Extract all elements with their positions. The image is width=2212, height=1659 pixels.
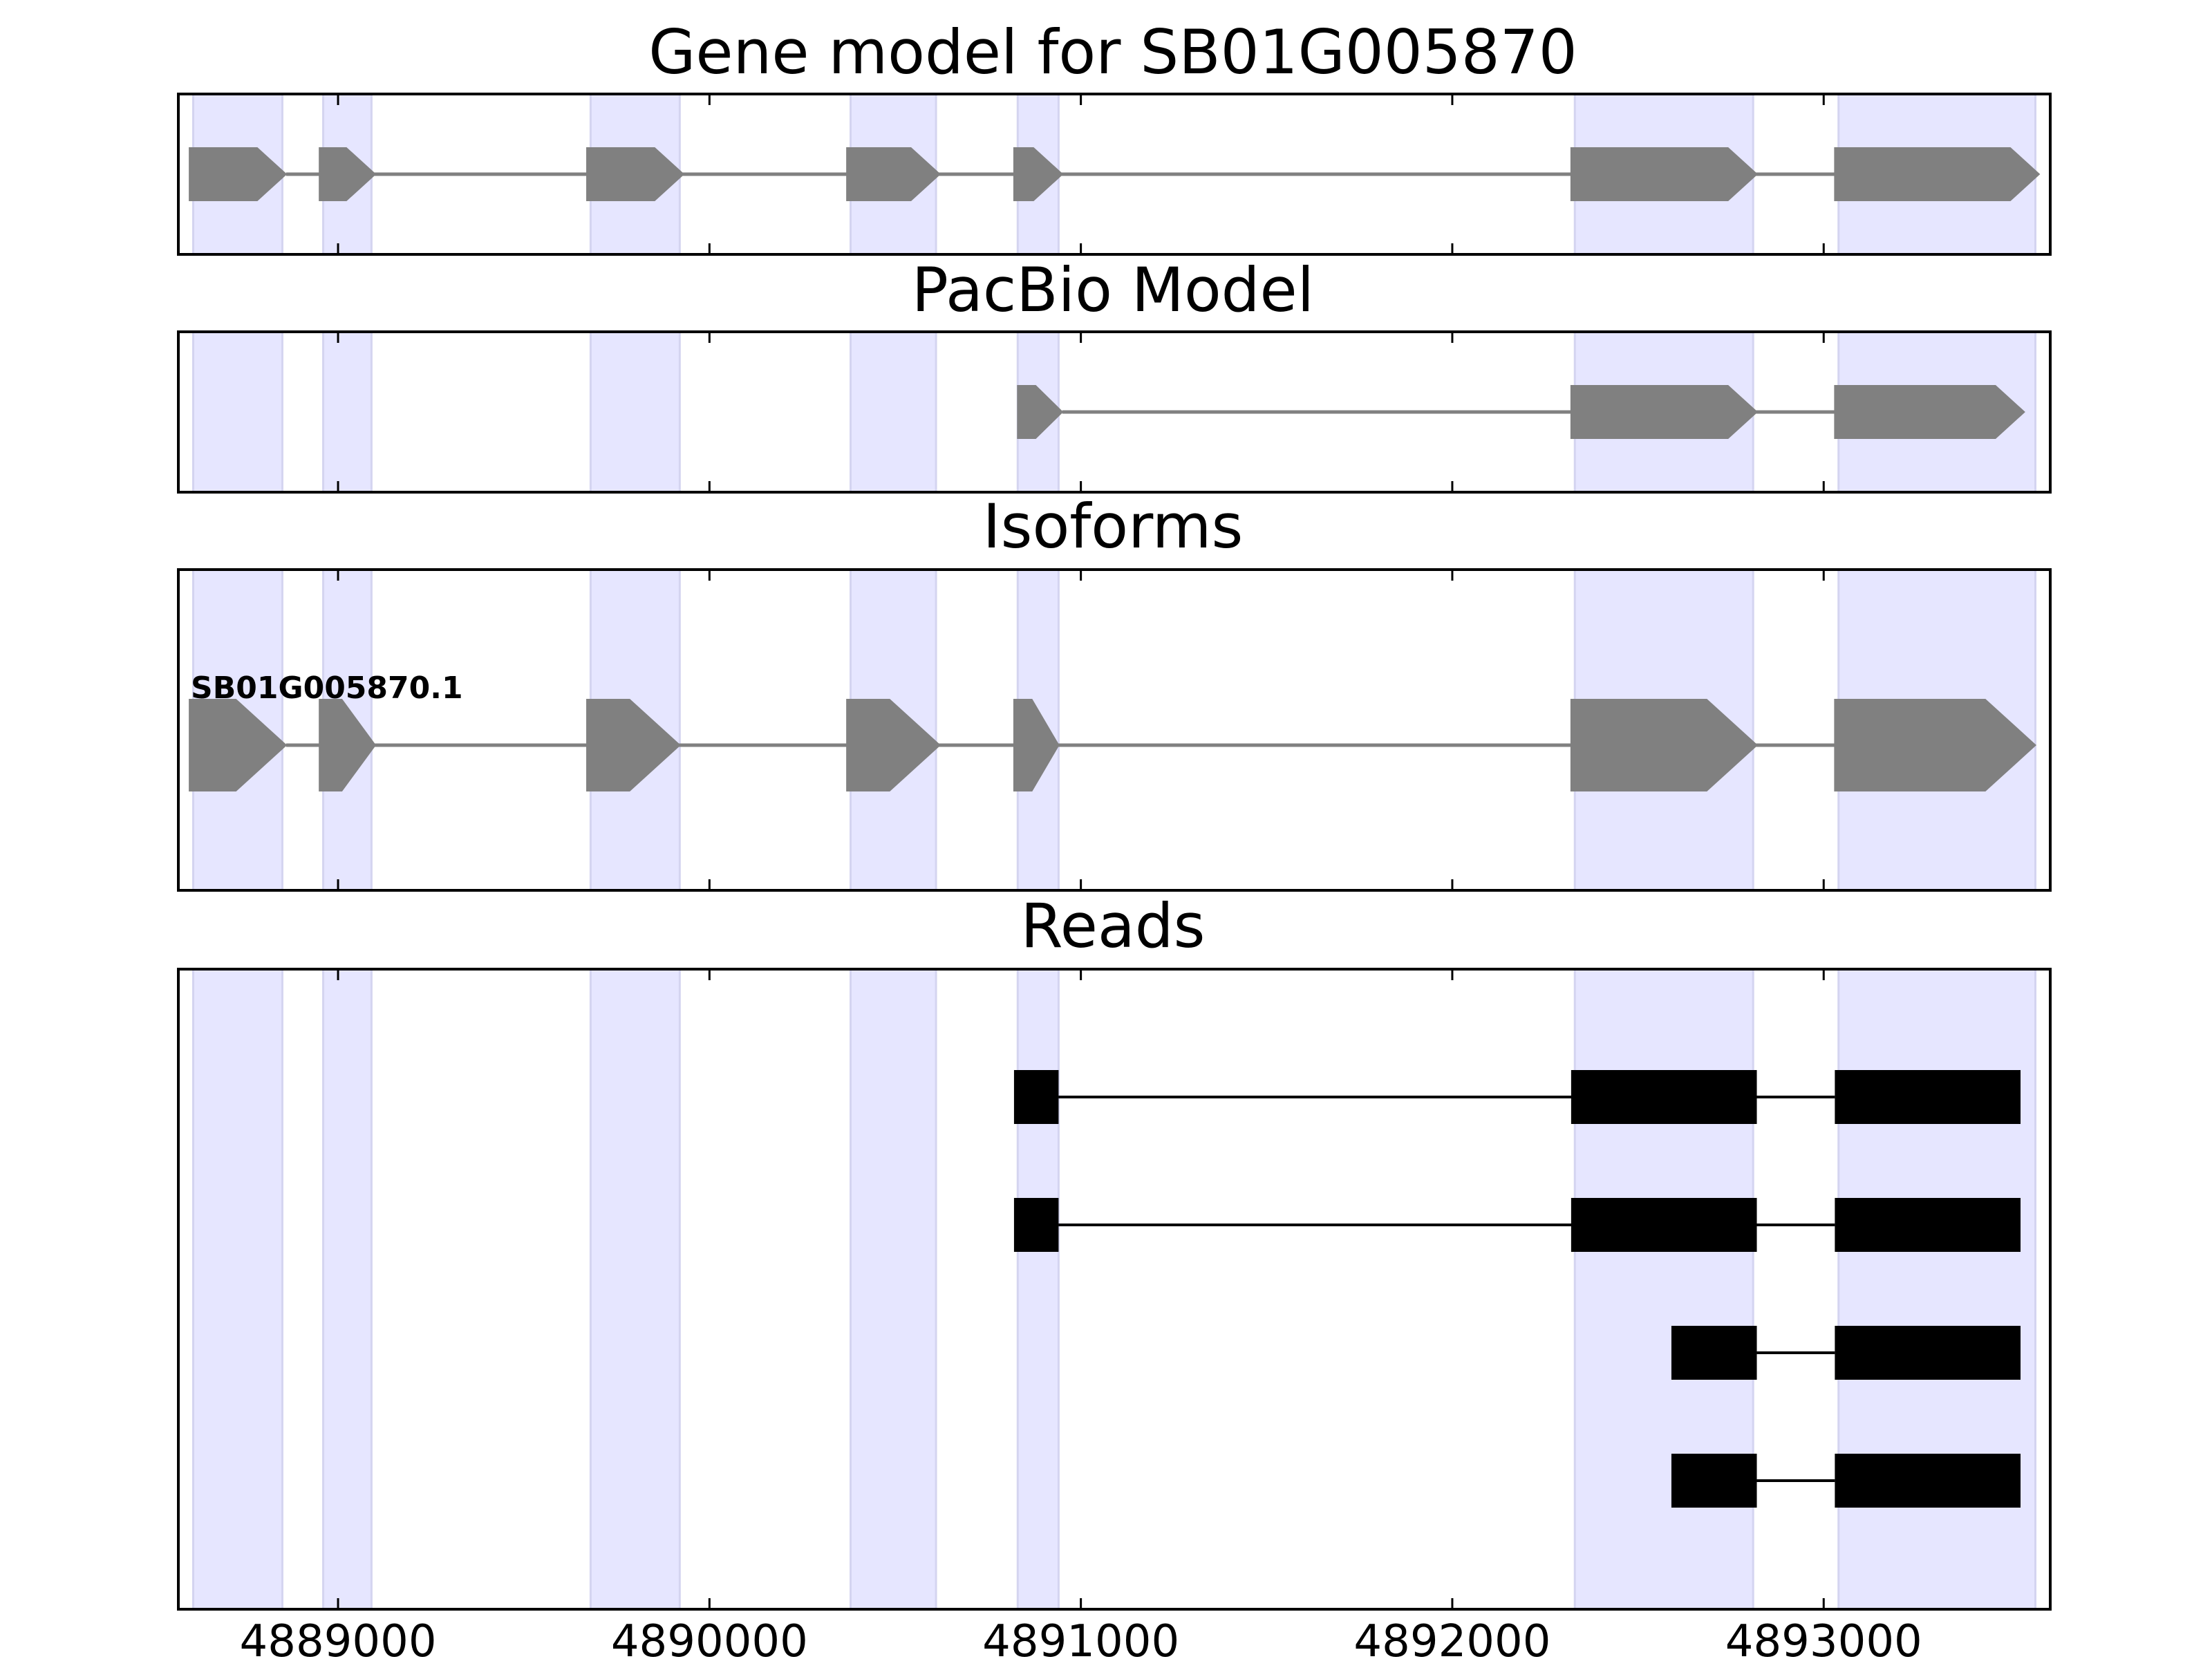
- highlight-band-reads-3: [850, 968, 937, 1611]
- exon-pacbio-model-1: [1570, 385, 1759, 439]
- panel-title-pacbio-model: PacBio Model: [912, 254, 1314, 326]
- read-block-3-0: [1671, 1454, 1757, 1508]
- exon-gene-model-3: [846, 147, 941, 201]
- highlight-band-reads-2: [589, 968, 681, 1611]
- highlight-band-reads-6: [1837, 968, 2037, 1611]
- read-block-2-0: [1671, 1326, 1757, 1380]
- track-layer-isoforms: [189, 699, 2036, 791]
- exon-isoforms-2: [586, 699, 681, 791]
- panel-frame-gene-model: [177, 93, 2052, 256]
- exon-gene-model-4: [1013, 147, 1064, 201]
- exon-gene-model-2: [586, 147, 685, 201]
- read-block-1-2: [1835, 1198, 2021, 1252]
- panel-isoforms: Isoforms SB01G005870.1: [177, 491, 2052, 892]
- highlight-band-reads-4: [1016, 968, 1060, 1611]
- track-layer-pacbio-model: [1017, 385, 2025, 439]
- panel-reads: Reads: [177, 890, 2052, 1611]
- read-block-0-1: [1571, 1070, 1757, 1124]
- track-layer-reads: [1013, 1070, 2021, 1508]
- read-block-0-0: [1013, 1070, 1059, 1124]
- highlight-band-pacbio-model-1: [322, 330, 373, 494]
- read-block-1-1: [1571, 1198, 1757, 1252]
- panel-gene-model: Gene model for SB01G005870: [177, 17, 2052, 256]
- x-tick-label-3: 4892000: [1353, 1616, 1550, 1659]
- exon-isoforms-5: [1570, 699, 1759, 791]
- x-tick-label-2: 4891000: [982, 1616, 1179, 1659]
- panel-title-gene-model: Gene model for SB01G005870: [648, 17, 1577, 88]
- read-block-2-1: [1835, 1326, 2021, 1380]
- panel-frame-pacbio-model: [177, 330, 2052, 494]
- highlight-band-pacbio-model-3: [850, 330, 937, 494]
- exon-gene-model-0: [189, 147, 288, 201]
- x-tick-label-4: 4893000: [1725, 1616, 1922, 1659]
- highlight-layer-reads: [191, 968, 2037, 1611]
- panel-title-isoforms: Isoforms: [983, 491, 1244, 562]
- tick-layer: [337, 94, 1825, 1609]
- panel-frame-reads: [177, 968, 2052, 1611]
- exon-isoforms-4: [1013, 699, 1060, 791]
- exon-isoforms-6: [1834, 699, 2036, 791]
- track-layer-gene-model: [189, 147, 2041, 201]
- panel-frame-isoforms: [177, 568, 2052, 892]
- exon-isoforms-1: [319, 699, 377, 791]
- exon-pacbio-model-0: [1017, 385, 1064, 439]
- highlight-layer-isoforms: [191, 568, 2037, 892]
- exon-gene-model-1: [319, 147, 377, 201]
- exon-gene-model-5: [1570, 147, 1759, 201]
- exon-isoforms-0: [189, 699, 288, 791]
- x-axis-labels: 4889000 4890000 4891000 4892000 4893000: [240, 1616, 1922, 1659]
- read-block-3-1: [1835, 1454, 2021, 1508]
- exon-gene-model-6: [1834, 147, 2041, 201]
- isoform-label: SB01G005870.1: [191, 671, 463, 706]
- x-tick-label-0: 4889000: [240, 1616, 437, 1659]
- exon-pacbio-model-2: [1834, 385, 2025, 439]
- panel-title-reads: Reads: [1021, 890, 1206, 962]
- highlight-band-reads-5: [1573, 968, 1754, 1611]
- highlight-band-pacbio-model-0: [191, 330, 283, 494]
- exon-isoforms-3: [846, 699, 941, 791]
- highlight-band-reads-1: [322, 968, 373, 1611]
- highlight-band-pacbio-model-2: [589, 330, 681, 494]
- highlight-band-reads-0: [191, 968, 283, 1611]
- panel-pacbio-model: PacBio Model: [177, 254, 2052, 494]
- x-tick-label-1: 4890000: [611, 1616, 808, 1659]
- read-block-0-2: [1835, 1070, 2021, 1124]
- read-block-1-0: [1013, 1198, 1059, 1252]
